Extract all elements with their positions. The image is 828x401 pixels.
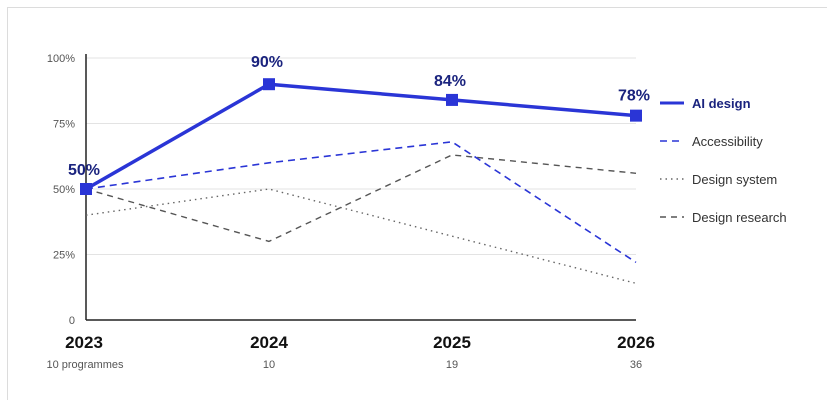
legend-label: Accessibility — [692, 134, 763, 149]
data-marker — [630, 109, 642, 122]
data-label: 50% — [68, 162, 100, 179]
series-line-design-research — [85, 154, 637, 243]
y-tick-label: 100% — [47, 53, 75, 65]
chart-frame — [7, 7, 827, 400]
legend-label: Design system — [692, 172, 777, 187]
y-tick-label: 50% — [53, 184, 75, 196]
x-tick-label: 2025 — [433, 333, 471, 352]
series-line-design-system — [85, 188, 637, 284]
legend-label: Design research — [692, 210, 787, 225]
series-line-ai-design — [85, 82, 637, 191]
series-line-accessibility — [85, 141, 637, 264]
data-label: 84% — [434, 73, 466, 90]
data-marker — [446, 93, 458, 106]
y-tick-label: 75% — [53, 119, 75, 131]
data-label: 78% — [618, 88, 650, 105]
x-sublabel: 36 — [630, 359, 642, 371]
x-sublabel: 19 — [446, 359, 458, 371]
x-sublabel: 10 programmes — [46, 359, 124, 371]
data-marker — [263, 78, 275, 91]
legend-label: AI design — [692, 96, 751, 111]
x-sublabel: 10 — [263, 359, 275, 371]
x-tick-label: 2023 — [65, 333, 103, 352]
x-tick-label: 2026 — [617, 333, 655, 352]
x-tick-label: 2024 — [250, 333, 288, 352]
y-tick-label: 0 — [69, 315, 75, 327]
data-label: 90% — [251, 54, 283, 71]
y-tick-label: 25% — [53, 250, 75, 262]
data-marker — [80, 183, 92, 195]
